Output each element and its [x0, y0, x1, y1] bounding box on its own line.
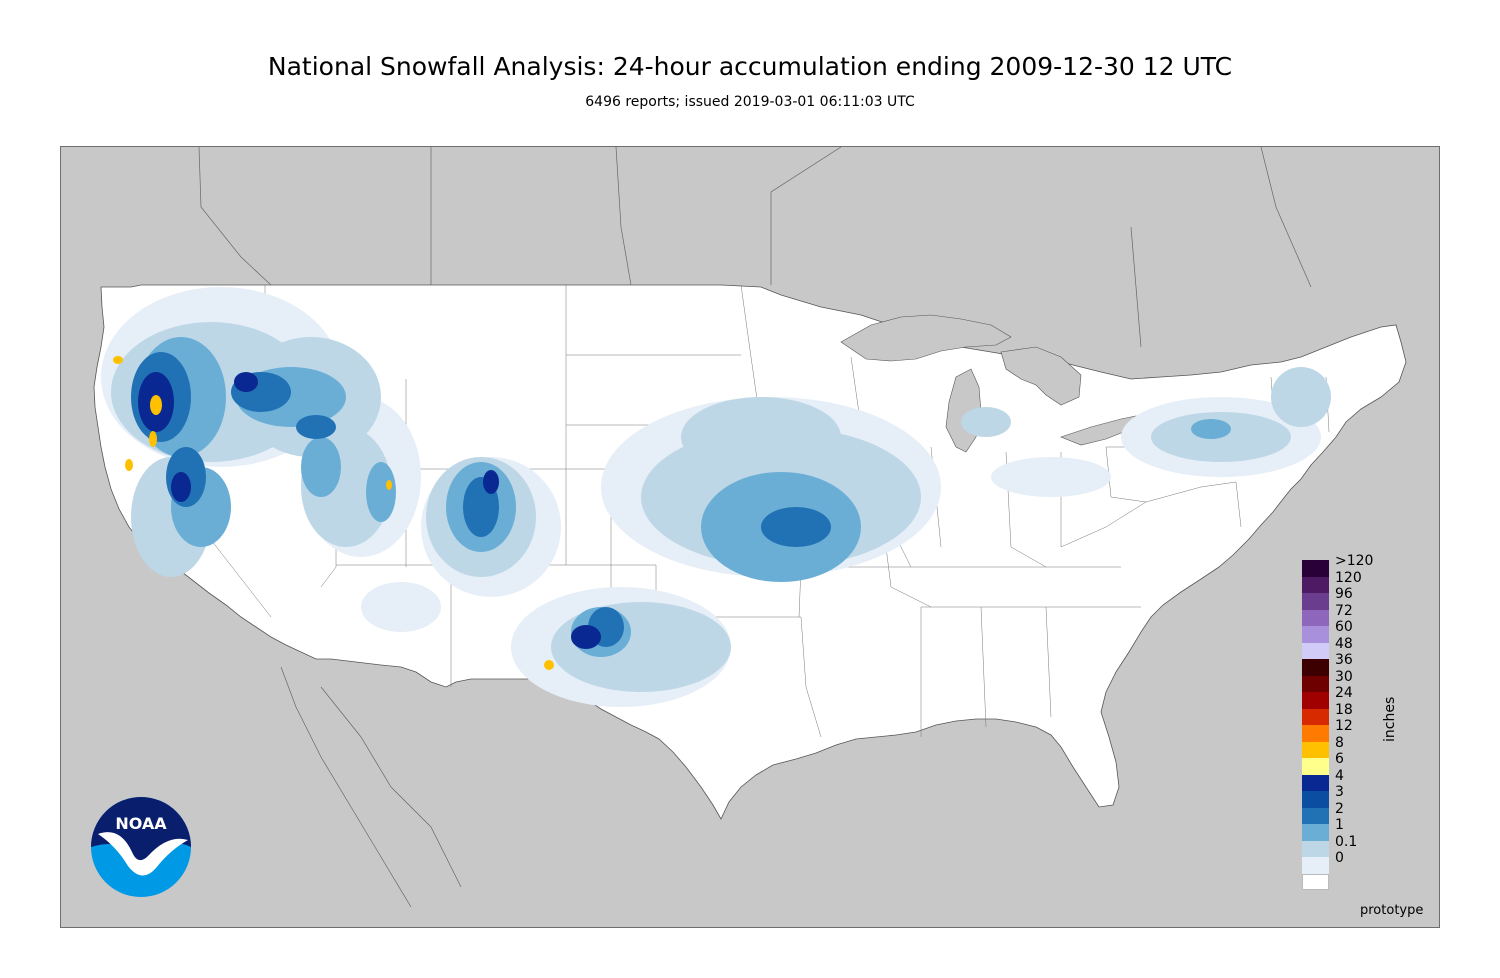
- legend-label: >120: [1335, 553, 1374, 569]
- prototype-label: prototype: [1360, 903, 1424, 918]
- legend-label: 12: [1335, 718, 1353, 734]
- legend-label: 0: [1335, 850, 1344, 866]
- lake-superior: [840, 314, 1012, 362]
- legend-label: 30: [1335, 668, 1353, 685]
- legend-swatch: [1302, 840, 1329, 857]
- legend-swatch: [1302, 857, 1329, 874]
- legend-label: 6: [1335, 751, 1344, 767]
- logo-text: NOAA: [115, 814, 167, 833]
- international-borders: [198, 147, 1312, 908]
- legend-label: 60: [1335, 619, 1353, 635]
- noaa-logo-icon: NOAA: [91, 797, 191, 897]
- legend-label: 96: [1335, 586, 1353, 602]
- legend-label: 3: [1335, 784, 1344, 800]
- legend-label: 2: [1335, 800, 1344, 817]
- legend-label: 0.1: [1335, 833, 1358, 850]
- legend-label: 4: [1335, 767, 1344, 784]
- legend-swatch: [1302, 609, 1329, 626]
- legend-swatch: [1302, 593, 1329, 610]
- snow-extreme: [113, 356, 554, 670]
- legend-swatch: [1302, 708, 1329, 725]
- legend-swatch: [1302, 824, 1329, 841]
- map-subtitle: 6496 reports; issued 2019-03-01 06:11:03…: [585, 94, 915, 110]
- legend-swatch: [1302, 560, 1329, 577]
- map-canvas: [93, 147, 1407, 908]
- legend-swatch: [1302, 576, 1329, 593]
- legend-label: 48: [1335, 635, 1353, 652]
- legend-swatch: [1302, 725, 1329, 742]
- legend-swatch: [1302, 758, 1329, 775]
- legend-swatch: [1302, 626, 1329, 643]
- legend-label: 72: [1335, 602, 1353, 619]
- map-title: National Snowfall Analysis: 24-hour accu…: [267, 52, 1233, 81]
- legend-swatch: [1302, 774, 1329, 791]
- snowfall-map: [60, 146, 1440, 928]
- legend-swatch: [1302, 642, 1329, 659]
- legend-label: 8: [1335, 734, 1344, 751]
- legend-swatch: [1302, 873, 1329, 890]
- legend-swatch: [1302, 791, 1329, 808]
- legend-label: 1: [1335, 817, 1344, 833]
- legend-swatch: [1302, 741, 1329, 758]
- legend-label: 36: [1335, 652, 1353, 668]
- legend-label: 18: [1335, 701, 1353, 718]
- legend-label: 24: [1335, 685, 1353, 701]
- legend-swatch: [1302, 807, 1329, 824]
- legend-swatch: [1302, 675, 1329, 692]
- lake-huron: [1000, 346, 1082, 406]
- legend-units: inches: [1382, 696, 1398, 742]
- legend-swatch: [1302, 692, 1329, 709]
- legend-swatch: [1302, 659, 1329, 676]
- legend-label: 120: [1335, 569, 1362, 586]
